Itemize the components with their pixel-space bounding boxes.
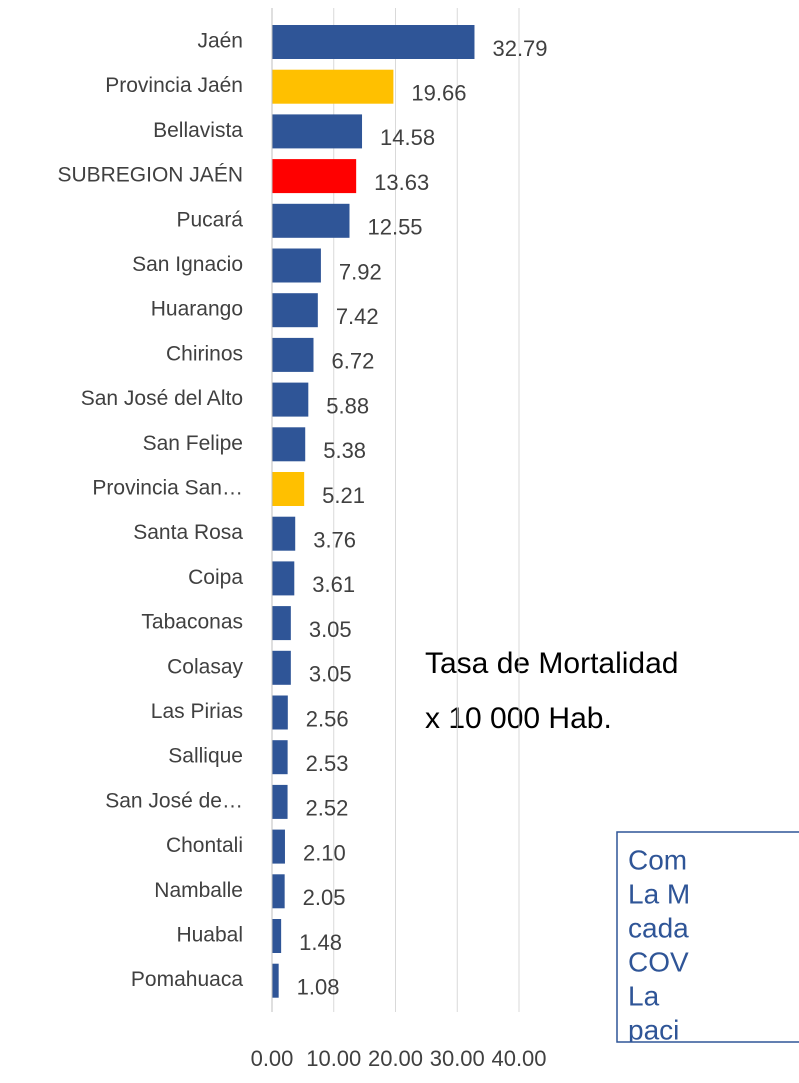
data-label: 13.63 (374, 170, 429, 195)
note-line: La M (628, 878, 690, 909)
data-label: 14.58 (380, 125, 435, 150)
y-tick-label: Pomahuaca (131, 968, 243, 991)
data-label: 2.10 (303, 840, 346, 865)
y-tick-label: Provincia Jaén (105, 74, 243, 97)
bar (272, 114, 363, 149)
y-tick-label: San José del Alto (81, 387, 243, 410)
data-label: 1.08 (297, 975, 340, 1000)
data-label: 3.76 (313, 528, 356, 553)
x-tick-label: 10.00 (306, 1046, 361, 1071)
data-label: 7.42 (336, 304, 379, 329)
note-line: La (628, 980, 660, 1011)
data-label: 2.56 (306, 706, 349, 731)
bar (272, 963, 279, 998)
bar (272, 874, 285, 909)
data-label: 12.55 (367, 215, 422, 240)
bar (272, 337, 314, 372)
note-box (616, 831, 799, 1043)
data-label: 5.21 (322, 483, 365, 508)
data-label: 19.66 (411, 81, 466, 106)
x-tick-label: 30.00 (430, 1046, 485, 1071)
y-tick-label: San José de… (105, 789, 243, 812)
bar (272, 784, 288, 819)
bar (272, 25, 475, 59)
annotation: Tasa de Mortalidad (425, 647, 678, 680)
y-tick-label: Provincia San… (92, 477, 243, 500)
bar (272, 606, 291, 641)
y-tick-label: Coipa (188, 566, 243, 589)
note-line: cada (628, 912, 689, 943)
y-tick-label: San Felipe (143, 432, 243, 455)
y-tick-label: Chirinos (166, 342, 243, 365)
y-tick-label: Sallique (168, 745, 243, 768)
data-label: 2.05 (303, 885, 346, 910)
x-tick-label: 0.00 (251, 1046, 294, 1071)
note-line: paci (628, 1014, 679, 1045)
y-tick-label: Santa Rosa (133, 521, 243, 544)
bar (272, 472, 305, 506)
data-label: 5.88 (326, 393, 369, 418)
data-label: 3.05 (309, 662, 352, 687)
y-tick-label: Bellavista (153, 119, 243, 142)
bar (272, 919, 282, 953)
y-tick-label: Huarango (151, 298, 243, 321)
y-tick-label: SUBREGION JAÉN (57, 164, 243, 187)
y-tick-label: Huabal (176, 924, 243, 947)
data-label: 7.92 (339, 259, 382, 284)
bar (272, 69, 394, 104)
y-tick-label: Colasay (167, 655, 243, 678)
data-label: 2.53 (306, 751, 349, 776)
bar (272, 203, 350, 238)
bar (272, 382, 309, 417)
bar (272, 695, 288, 730)
note-line: Com (628, 844, 687, 875)
bar (272, 650, 291, 685)
data-label: 3.61 (312, 572, 355, 597)
data-label: 32.79 (492, 36, 547, 61)
y-tick-label: Jaén (197, 30, 243, 53)
bar (272, 829, 285, 864)
y-tick-label: Tabaconas (141, 611, 243, 634)
bar (272, 427, 306, 462)
bar (272, 561, 295, 596)
bar (272, 516, 296, 551)
annotation: x 10 000 Hab. (425, 702, 612, 735)
bar (272, 248, 321, 283)
y-tick-label: San Ignacio (132, 253, 243, 276)
bar (272, 159, 357, 194)
x-tick-label: 20.00 (368, 1046, 423, 1071)
data-label: 2.52 (306, 796, 349, 821)
data-label: 5.38 (323, 438, 366, 463)
note-line: COV (628, 946, 689, 977)
y-tick-label: Pucará (176, 208, 243, 231)
data-label: 1.48 (299, 930, 342, 955)
data-label: 6.72 (331, 349, 374, 374)
y-tick-label: Chontali (166, 834, 243, 857)
y-tick-label: Las Pirias (151, 700, 243, 723)
y-tick-label: Namballe (154, 879, 243, 902)
bar (272, 740, 288, 775)
x-tick-label: 40.00 (491, 1046, 546, 1071)
data-label: 3.05 (309, 617, 352, 642)
bar (272, 293, 318, 328)
